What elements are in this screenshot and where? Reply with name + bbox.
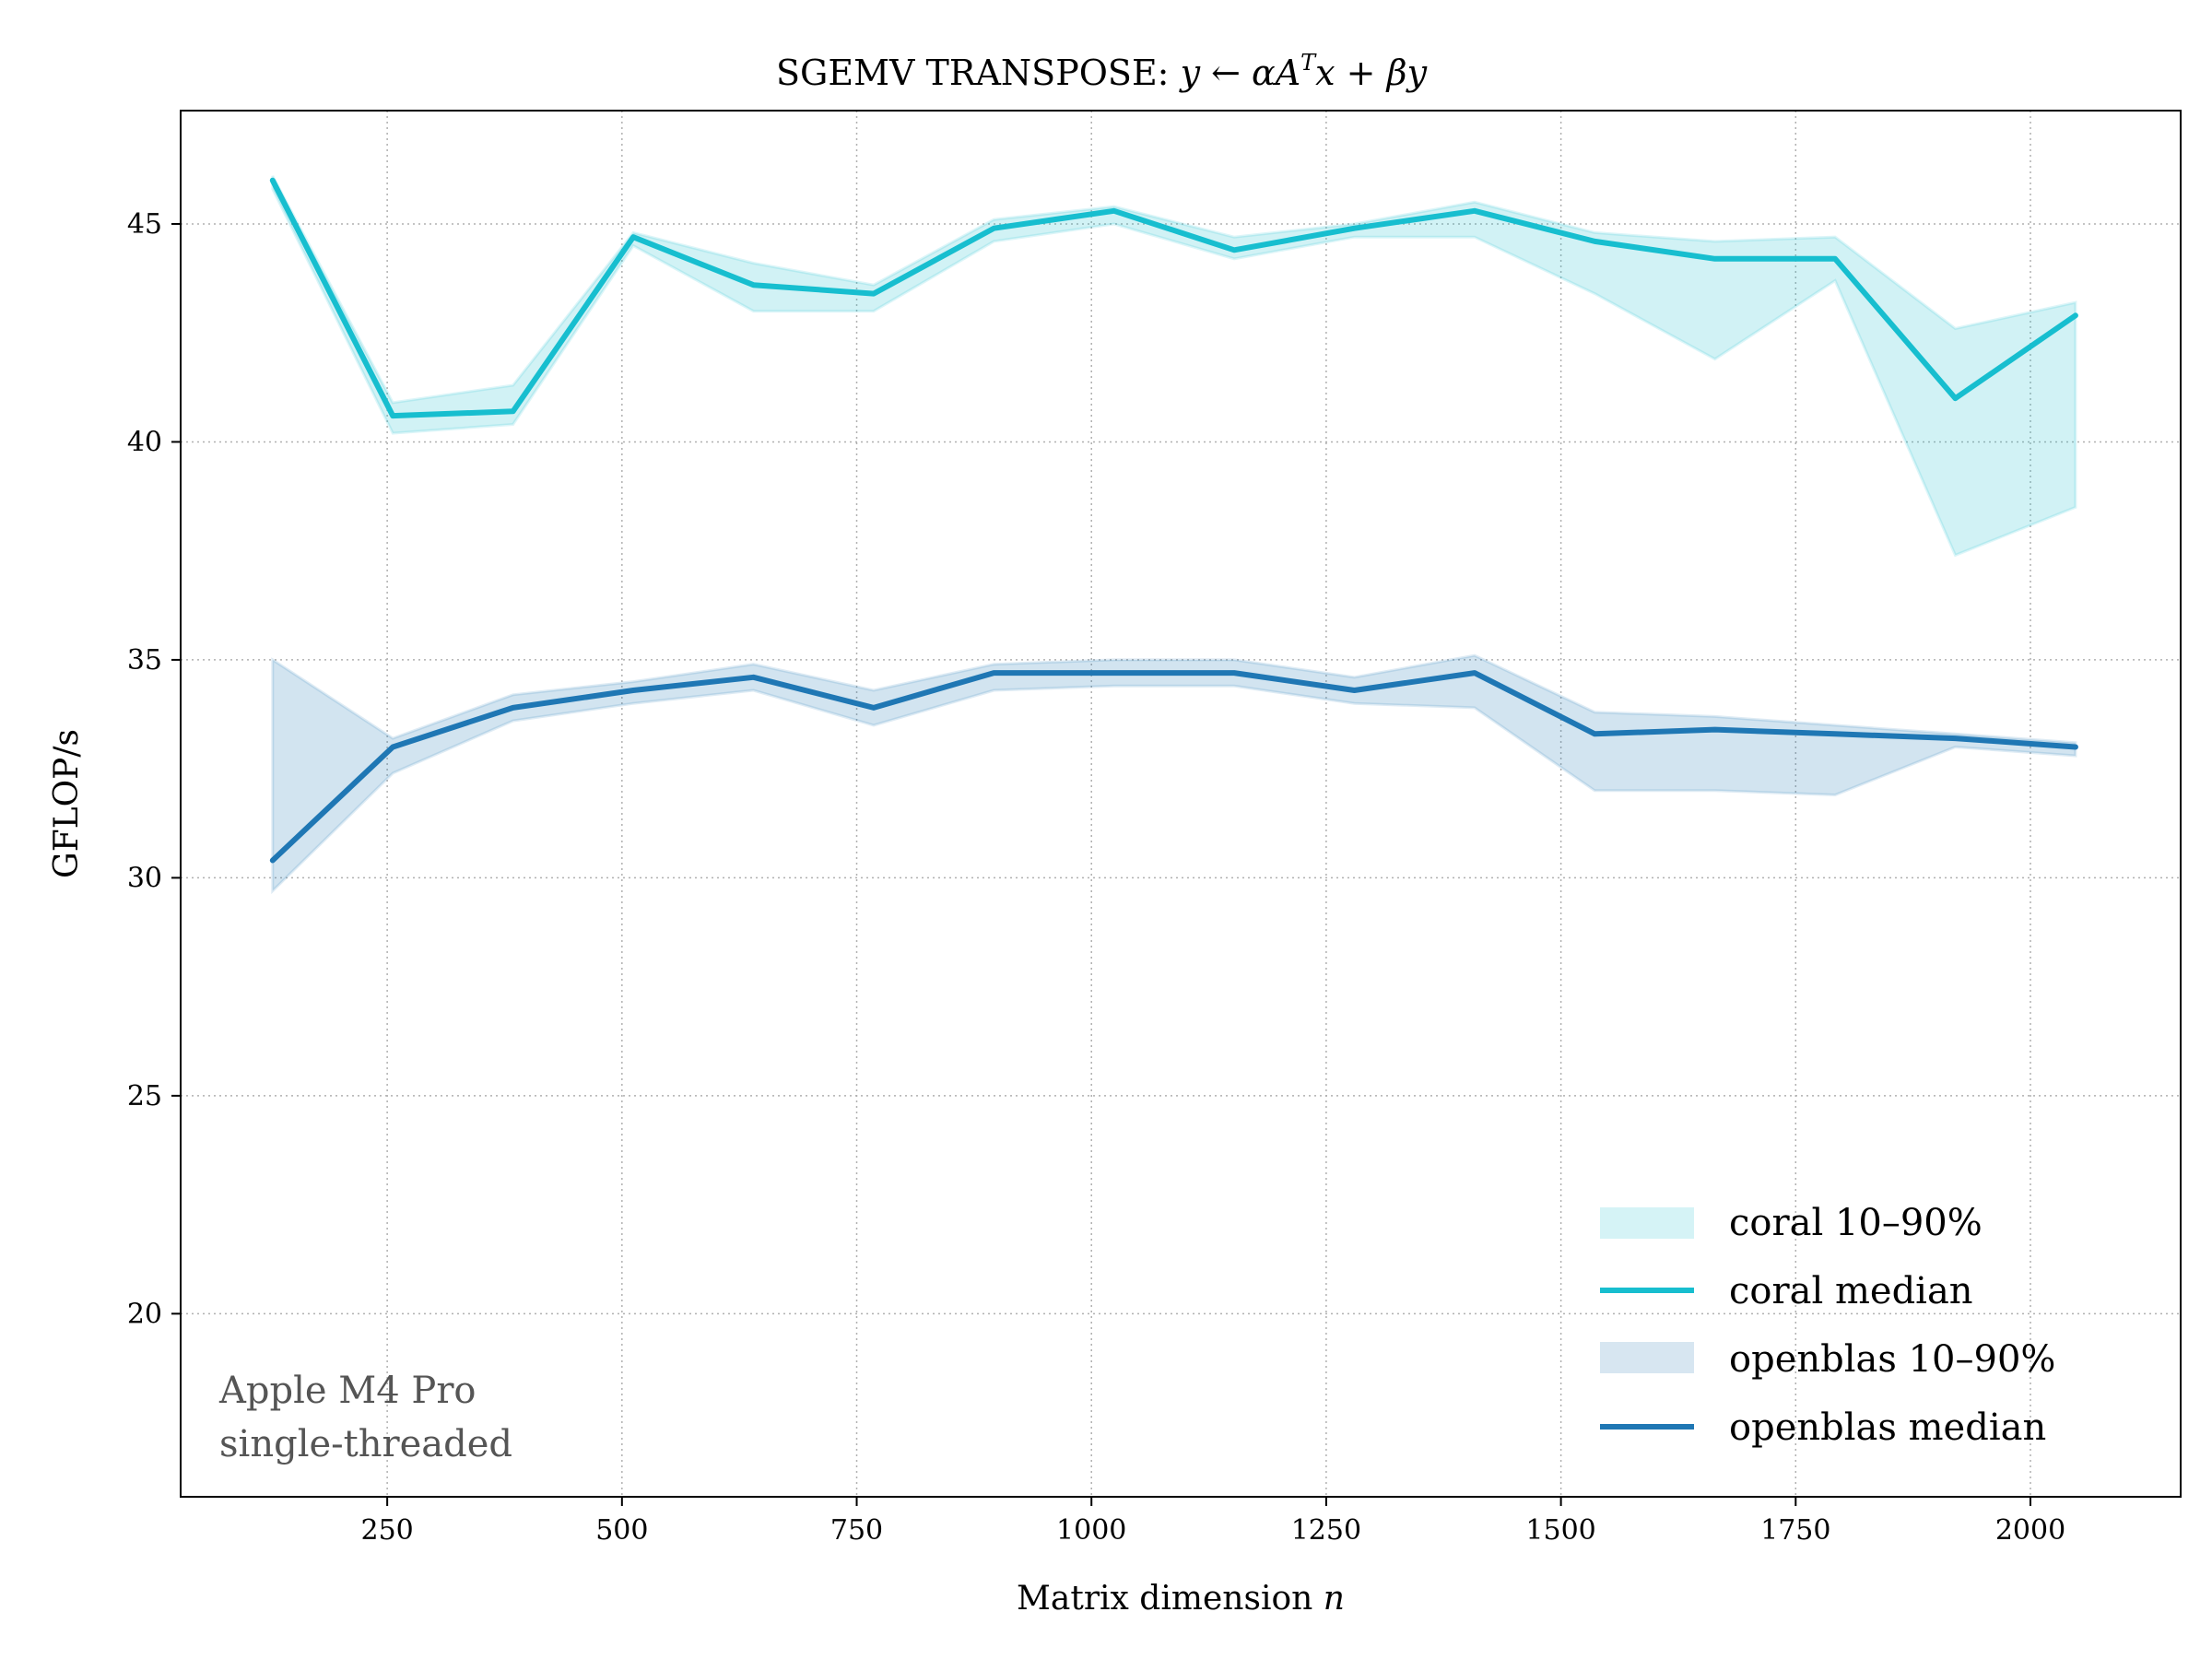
x-tick-label: 2000 [1995,1514,2065,1547]
x-tick-label: 750 [830,1514,883,1547]
grid-lines [181,111,2181,1497]
legend-swatch-coral-band [1600,1207,1694,1239]
legend-label-openblas-band: openblas 10–90% [1729,1338,2055,1381]
y-tick-label: 30 [127,862,162,894]
x-tick-label: 1250 [1291,1514,1361,1547]
median-lines [269,177,2078,864]
x-tick-label: 1750 [1760,1514,1830,1547]
y-tick-label: 25 [127,1080,162,1112]
chart-title: SGEMV TRANSPOSE: y ← αATx + βy [776,50,1428,93]
x-tick-label: 1500 [1525,1514,1595,1547]
x-tick-label: 500 [595,1514,648,1547]
y-tick-label: 45 [127,208,162,241]
annotation-hardware: Apple M4 Pro [218,1370,477,1412]
legend-label-openblas-median: openblas median [1729,1406,2046,1449]
x-axis-label: Matrix dimension n [1017,1580,1345,1618]
legend-swatch-openblas-band [1600,1342,1694,1373]
median-line-openblas [269,670,2078,864]
y-axis-ticks: 20 25 30 35 40 45 [127,208,181,1330]
x-tick-label: 1000 [1056,1514,1126,1547]
y-tick-label: 40 [127,426,162,458]
x-axis-ticks: 250 500 750 1000 1250 1500 1750 2000 [360,1497,2065,1547]
band-openblas [271,653,2077,895]
median-line-coral [269,177,2078,419]
x-tick-label: 250 [360,1514,413,1547]
plot-frame [180,110,2182,1498]
legend-label-coral-band: coral 10–90% [1729,1202,1983,1244]
y-tick-label: 20 [127,1298,162,1330]
legend-label-coral-median: coral median [1729,1270,1973,1312]
y-tick-label: 35 [127,644,162,677]
annotation-threading: single-threaded [219,1423,512,1465]
legend: coral 10–90% coral median openblas 10–90… [1600,1202,2055,1449]
y-axis-label: GFLOP/s [48,729,86,878]
